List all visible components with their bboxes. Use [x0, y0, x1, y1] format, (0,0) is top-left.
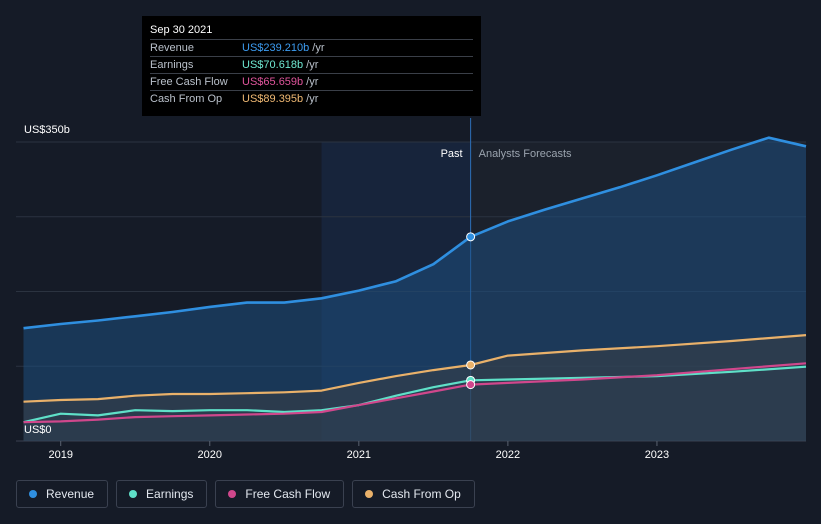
cash-from-op-line [23, 334, 807, 403]
x-tick-label: 2023 [645, 449, 669, 461]
tooltip-row-revenue: Revenue US$239.210b /yr [150, 39, 473, 56]
legend-label: Revenue [46, 487, 95, 501]
x-tick-label: 2019 [48, 449, 72, 461]
y-axis-min-label: US$0 [24, 424, 52, 436]
earnings-dot-icon [129, 490, 138, 498]
legend-label: Free Cash Flow [245, 487, 331, 501]
legend-item-cash-from-op[interactable]: Cash From Op [352, 480, 475, 508]
free-cash-flow-point [466, 380, 476, 390]
past-label: Past [441, 148, 463, 160]
chart-legend: Revenue Earnings Free Cash Flow Cash Fro… [16, 480, 475, 508]
tooltip-label: Free Cash Flow [150, 76, 228, 88]
x-tick-label: 2021 [347, 449, 371, 461]
cash-from-op-dot-icon [365, 490, 374, 498]
tooltip-label: Cash From Op [150, 93, 223, 105]
tooltip-date: Sep 30 2021 [150, 24, 213, 36]
forecast-label: Analysts Forecasts [479, 148, 572, 160]
tooltip-value: US$70.618b [242, 59, 304, 71]
legend-label: Earnings [146, 487, 194, 501]
tooltip-row-free-cash-flow: Free Cash Flow US$65.659b /yr [150, 73, 473, 90]
free-cash-flow-line [23, 362, 807, 424]
tooltip-unit: /yr [306, 76, 319, 88]
legend-item-earnings[interactable]: Earnings [116, 480, 208, 508]
earnings-line [23, 365, 807, 424]
tooltip-label: Earnings [150, 59, 194, 71]
x-tick-label: 2022 [496, 449, 520, 461]
tooltip-row-earnings: Earnings US$70.618b /yr [150, 56, 473, 73]
tooltip-row-cash-from-op: Cash From Op US$89.395b /yr [150, 90, 473, 107]
y-axis-max-label: US$350b [24, 124, 70, 136]
legend-label: Cash From Op [382, 487, 461, 501]
legend-item-free-cash-flow[interactable]: Free Cash Flow [215, 480, 345, 508]
tooltip-label: Revenue [150, 42, 195, 54]
revenue-point [466, 232, 476, 242]
x-tick-label: 2020 [198, 449, 222, 461]
revenue-line [23, 136, 807, 330]
tooltip-unit: /yr [312, 42, 325, 54]
tooltip-unit: /yr [306, 93, 319, 105]
tooltip-value: US$239.210b [242, 42, 310, 54]
revenue-dot-icon [29, 490, 37, 498]
legend-item-revenue[interactable]: Revenue [16, 480, 109, 508]
tooltip-value: US$65.659b [242, 76, 304, 88]
tooltip-value: US$89.395b [242, 93, 304, 105]
tooltip-unit: /yr [306, 59, 319, 71]
cash-from-op-point [466, 360, 476, 370]
free-cash-flow-dot-icon [228, 490, 237, 498]
data-tooltip: Sep 30 2021 Revenue US$239.210b /yr Earn… [142, 16, 481, 116]
